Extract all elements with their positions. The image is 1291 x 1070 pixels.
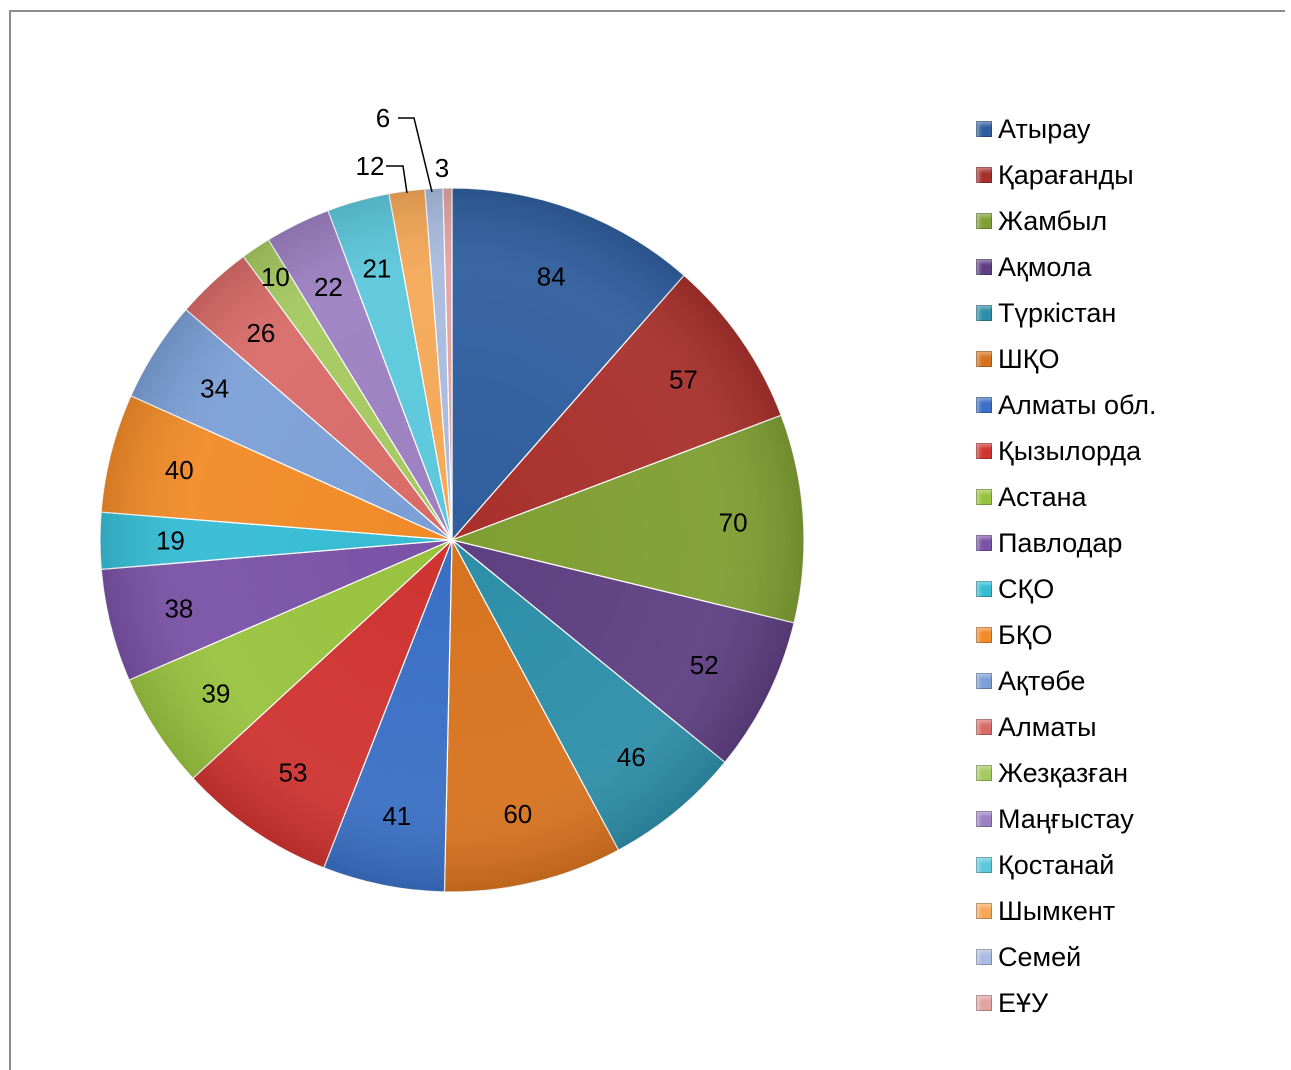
slice-8-data-label: 53 [279,757,308,787]
legend-item-4: Ақмола [976,244,1157,290]
legend-item-1: Атырау [976,106,1157,152]
slice-20-data-label: 3 [435,153,449,183]
legend-swatch [976,535,992,551]
slice-7-data-label: 41 [382,801,411,831]
legend-swatch [976,305,992,321]
legend-swatch [976,351,992,367]
legend-label: Ақтөбе [998,665,1086,696]
chart-frame [9,10,1285,1070]
slice-6-data-label: 60 [503,799,532,829]
legend-item-18: Шымкент [976,888,1157,934]
legend-item-13: Ақтөбе [976,658,1157,704]
legend-item-8: Қызылорда [976,428,1157,474]
slice-14-data-label: 26 [246,318,275,348]
legend-item-12: БҚО [976,612,1157,658]
legend-swatch [976,811,992,827]
slice-1-data-label: 84 [537,262,566,292]
legend-swatch [976,949,992,965]
legend-item-19: Семей [976,934,1157,980]
slice-5-data-label: 46 [617,742,646,772]
legend-swatch [976,903,992,919]
legend-label: СҚО [998,573,1055,604]
legend-swatch [976,489,992,505]
legend-item-3: Жамбыл [976,198,1157,244]
legend-item-16: Маңғыстау [976,796,1157,842]
legend-label: Қарағанды [998,159,1134,190]
legend-item-15: Жезқазған [976,750,1157,796]
legend-swatch [976,673,992,689]
legend-label: Маңғыстау [998,803,1134,834]
legend-label: Алматы [998,711,1097,742]
slice-12-data-label: 40 [165,455,194,485]
legend-swatch [976,627,992,643]
legend: Атырау Қарағанды Жамбыл Ақмола Түркістан ШҚО А… [976,106,1157,1026]
slice-9-data-label: 39 [201,679,230,709]
legend-item-20: ЕҰУ [976,980,1157,1026]
legend-label: Ақмола [998,251,1092,282]
legend-item-17: Қостанай [976,842,1157,888]
slice-18-leader-line [386,165,408,194]
slice-2-data-label: 57 [669,365,698,395]
legend-item-2: Қарағанды [976,152,1157,198]
slice-19-leader-line [398,117,433,193]
legend-label: Атырау [998,113,1091,144]
slice-13-data-label: 34 [200,374,229,404]
slice-11-data-label: 19 [156,526,185,556]
slice-4-data-label: 52 [690,650,719,680]
legend-swatch [976,213,992,229]
slice-16-data-label: 22 [314,272,343,302]
legend-item-5: Түркістан [976,290,1157,336]
slice-10-data-label: 38 [164,594,193,624]
slice-18-data-label: 12 [356,151,385,181]
legend-swatch [976,167,992,183]
legend-label: Қызылорда [998,435,1142,466]
legend-item-7: Алматы обл. [976,382,1157,428]
legend-label: Жезқазған [998,757,1129,788]
legend-label: ШҚО [998,343,1060,374]
legend-item-11: СҚО [976,566,1157,612]
legend-label: Семей [998,941,1082,972]
slice-3-data-label: 70 [719,508,748,538]
legend-label: Шымкент [998,895,1116,926]
legend-swatch [976,857,992,873]
legend-swatch [976,259,992,275]
legend-label: Қостанай [998,849,1115,880]
legend-label: Жамбыл [998,205,1108,236]
legend-swatch [976,443,992,459]
legend-swatch [976,581,992,597]
legend-item-10: Павлодар [976,520,1157,566]
slice-17-data-label: 21 [362,254,391,284]
legend-label: БҚО [998,619,1053,650]
legend-label: Павлодар [998,527,1123,558]
slice-19-data-label: 6 [376,103,390,133]
legend-item-9: Астана [976,474,1157,520]
slice-15-data-label: 10 [261,262,290,292]
legend-label: Түркістан [998,297,1117,328]
legend-swatch [976,765,992,781]
legend-label: Астана [998,481,1087,512]
legend-item-14: Алматы [976,704,1157,750]
legend-label: ЕҰУ [998,987,1049,1018]
legend-item-6: ШҚО [976,336,1157,382]
legend-label: Алматы обл. [998,389,1157,420]
legend-swatch [976,719,992,735]
legend-swatch [976,995,992,1011]
legend-swatch [976,397,992,413]
pie-chart: 84 57 70 52 46 60 41 53 39 38 19 40 34 26 10 22 21 12 6 3 [99,103,805,893]
legend-swatch [976,121,992,137]
